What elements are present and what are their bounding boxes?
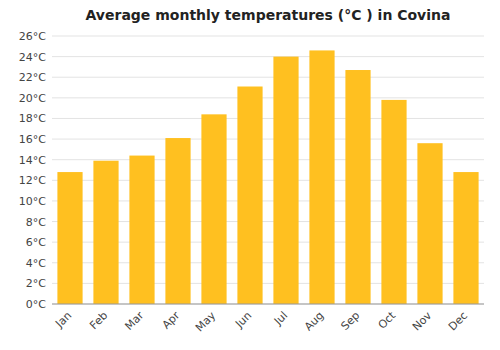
x-tick-label: Sep	[338, 309, 362, 333]
y-tick-label: 14°C	[19, 154, 46, 167]
x-tick-label: Dec	[446, 309, 470, 333]
y-tick-label: 12°C	[19, 174, 46, 187]
chart-container: Average monthly temperatures (°C ) in Co…	[0, 0, 500, 350]
bar	[453, 172, 478, 304]
y-tick-label: 0°C	[26, 298, 46, 311]
x-tick-label: Apr	[160, 309, 183, 332]
grid-line	[52, 304, 484, 305]
bar	[417, 143, 442, 304]
y-tick-label: 22°C	[19, 71, 46, 84]
bar	[309, 50, 334, 304]
bar	[165, 138, 190, 304]
y-tick-label: 8°C	[26, 216, 46, 229]
bar	[57, 172, 82, 304]
bar	[273, 57, 298, 304]
y-tick-label: 4°C	[26, 257, 46, 270]
x-tick-label: Mar	[122, 309, 146, 333]
x-tick-label: Feb	[87, 309, 110, 332]
grid-line	[52, 97, 484, 98]
x-tick-label: Jun	[232, 309, 254, 331]
x-tick-label: May	[193, 309, 219, 335]
y-tick-label: 18°C	[19, 112, 46, 125]
x-tick-label: Oct	[376, 309, 399, 332]
x-tick-label: Jan	[52, 309, 74, 331]
chart: Average monthly temperatures (°C ) in Co…	[0, 0, 500, 350]
x-axis-line	[52, 304, 484, 305]
y-tick-label: 26°C	[19, 30, 46, 43]
grid	[52, 36, 484, 304]
y-tick-label: 6°C	[26, 236, 46, 249]
grid-line	[52, 77, 484, 78]
grid-line	[52, 56, 484, 57]
grid-line	[52, 36, 484, 37]
grid-line	[52, 118, 484, 119]
y-tick-label: 20°C	[19, 92, 46, 105]
bar	[93, 161, 118, 304]
bar	[345, 70, 370, 304]
title: Average monthly temperatures (°C ) in Co…	[86, 7, 451, 23]
x-tick-label: Aug	[302, 309, 326, 333]
bar	[237, 87, 262, 304]
y-tick-label: 24°C	[19, 51, 46, 64]
y-tick-label: 2°C	[26, 277, 46, 290]
y-tick-label: 16°C	[19, 133, 46, 146]
x-tick-label: Jul	[271, 309, 290, 328]
grid-line	[52, 139, 484, 140]
bar	[129, 156, 154, 304]
y-tick-label: 10°C	[19, 195, 46, 208]
bar	[381, 100, 406, 304]
bar	[201, 114, 226, 304]
x-tick-label: Nov	[410, 309, 435, 334]
bars	[57, 50, 478, 304]
